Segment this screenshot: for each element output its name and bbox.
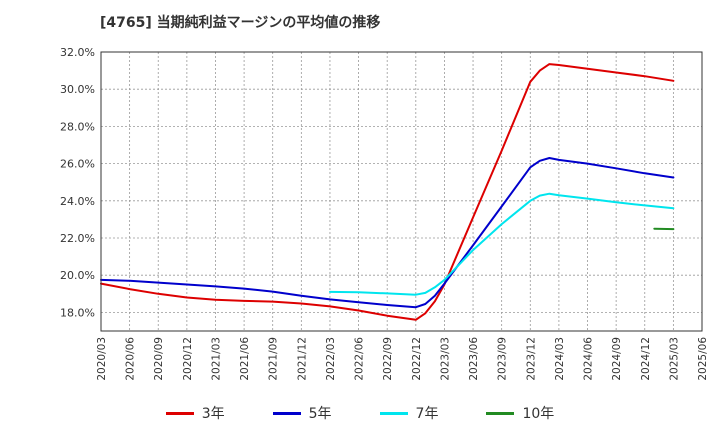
x-tick-label: 2022/03	[325, 337, 337, 381]
x-tick-label: 2021/09	[268, 337, 280, 381]
grid	[100, 51, 703, 331]
y-tick-label: 28.0%	[60, 120, 95, 133]
x-tick-label: 2023/12	[525, 337, 537, 381]
x-tick-label: 2022/06	[354, 337, 366, 381]
legend-label: 7年	[415, 406, 439, 422]
x-tick-label: 2024/06	[583, 337, 595, 381]
y-tick-label: 18.0%	[60, 306, 95, 319]
x-tick-label: 2024/12	[640, 337, 652, 381]
series-line	[100, 63, 675, 321]
y-tick-label: 20.0%	[60, 269, 95, 282]
series-line	[329, 192, 675, 296]
x-tick-label: 2021/03	[210, 337, 222, 381]
x-tick-label: 2021/06	[239, 337, 251, 381]
plot-frame	[100, 51, 703, 332]
legend: 3年 5年 7年 10年	[0, 403, 720, 423]
x-tick-label: 2023/09	[497, 337, 509, 381]
legend-label: 3年	[201, 406, 225, 422]
y-axis: 18.0% 20.0% 22.0% 24.0% 26.0% 28.0% 30.0% 32.0%	[60, 46, 95, 319]
legend-label: 5年	[308, 406, 332, 422]
legend-item: 10年	[486, 403, 554, 423]
x-tick-label: 2025/06	[697, 337, 709, 381]
x-tick-label: 2021/12	[296, 337, 308, 381]
x-tick-label: 2023/03	[439, 337, 451, 381]
x-tick-label: 2020/06	[125, 337, 137, 381]
y-tick-label: 22.0%	[60, 232, 95, 245]
x-tick-label: 2022/12	[411, 337, 423, 381]
series-line	[100, 157, 675, 309]
series-lines	[100, 63, 675, 321]
legend-swatch	[272, 411, 301, 415]
legend-swatch	[165, 411, 194, 415]
y-tick-label: 26.0%	[60, 158, 95, 171]
chart-title: [4765] 当期純利益マージンの平均値の推移	[100, 15, 381, 31]
x-tick-label: 2020/03	[96, 337, 108, 381]
x-tick-label: 2020/09	[153, 337, 165, 381]
legend-label: 10年	[522, 406, 555, 422]
x-tick-label: 2024/09	[611, 337, 623, 381]
legend-swatch	[379, 411, 408, 415]
x-tick-label: 2024/03	[554, 337, 566, 381]
legend-item: 7年	[379, 403, 439, 423]
y-tick-label: 30.0%	[60, 83, 95, 96]
x-tick-label: 2025/03	[668, 337, 680, 381]
y-tick-label: 24.0%	[60, 195, 95, 208]
x-tick-label: 2020/12	[182, 337, 194, 381]
x-tick-label: 2023/06	[468, 337, 480, 381]
x-tick-label: 2022/09	[382, 337, 394, 381]
x-axis: 2020/03 2020/06 2020/09 2020/12 2021/03 2021/…	[96, 337, 709, 381]
legend-swatch	[486, 411, 515, 415]
y-tick-label: 32.0%	[60, 46, 95, 59]
legend-item: 5年	[272, 403, 332, 423]
legend-item: 3年	[165, 403, 225, 423]
